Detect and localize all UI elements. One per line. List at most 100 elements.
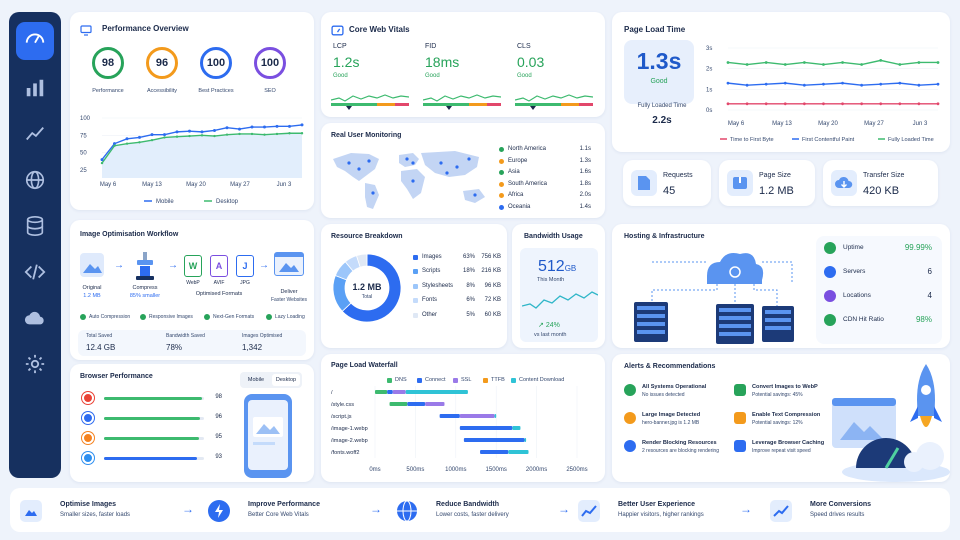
legend-swatch — [413, 298, 418, 304]
waterfall-file: /style.css — [331, 402, 354, 408]
alert-title: Large Image Detected — [642, 412, 701, 418]
browser-title: Browser Performance — [80, 373, 153, 380]
monitor-icon — [80, 23, 92, 41]
desktop-point — [238, 132, 241, 136]
sidebar-item-database[interactable] — [21, 214, 49, 242]
host-label: CDN Hit Ratio — [843, 316, 884, 323]
stat-label: Requests — [663, 172, 693, 179]
location-icon — [824, 290, 836, 302]
tab-mobile[interactable]: Mobile — [247, 377, 265, 383]
desktop-point — [225, 133, 229, 136]
mobile-point — [225, 126, 229, 130]
x-tick-label: 1000ms — [445, 467, 466, 473]
waterfall-segment — [512, 426, 521, 430]
legend-swatch — [413, 312, 418, 318]
trend-icon — [24, 123, 46, 150]
region-value: 2.0s — [579, 192, 591, 199]
host-value: 6 — [927, 267, 932, 276]
sidebar-item-global[interactable] — [21, 168, 49, 196]
score-ring: 100 — [254, 47, 286, 79]
x-tick-label: May 13 — [142, 182, 162, 188]
res-center: 1.2 MB — [352, 282, 382, 292]
legend-label: DNS — [395, 377, 407, 383]
bar-track — [104, 417, 204, 420]
desktop-point — [175, 135, 179, 138]
bar-fill — [104, 437, 199, 440]
region-dot — [499, 193, 504, 199]
sidebar-item-settings[interactable] — [21, 352, 49, 380]
plt-point — [726, 102, 730, 106]
plt-point — [917, 83, 921, 87]
plt-point — [898, 102, 902, 106]
plt-title: Page Load Time — [624, 25, 686, 34]
plt-highlight: 1.3s Good — [624, 40, 694, 104]
check-icon — [204, 314, 210, 320]
sidebar-item-code[interactable] — [21, 260, 49, 288]
resource-size: 96 KB — [484, 282, 501, 289]
benefit-desc: Smaller sizes, faster loads — [60, 512, 131, 518]
format-label: WebP — [186, 280, 200, 286]
resource-name: Fonts — [422, 297, 438, 304]
sidebar-item-speed[interactable] — [16, 22, 54, 60]
region-name: South America — [508, 180, 548, 187]
legend-swatch — [483, 378, 488, 383]
mobile-point — [288, 124, 291, 128]
plt-chart: 3s 2s 1s 0s May 6 May 13 May 20 May 27 Jun 3 Time… — [706, 46, 940, 143]
tab-desktop[interactable]: Desktop — [272, 374, 300, 386]
benefit-desc: Lower costs, faster delivery — [436, 512, 509, 518]
benefit-desc: Speed drives results — [810, 512, 865, 518]
desktop-point — [213, 134, 216, 138]
desktop-point — [163, 136, 166, 139]
mobile-point — [275, 124, 279, 128]
waterfall-file: /image-1.webp — [331, 426, 368, 432]
region-value: 1.4s — [579, 204, 591, 210]
check-icon — [140, 314, 146, 320]
cdn-icon — [824, 314, 836, 326]
benefits-bar: Optimise Images Smaller sizes, faster loa… — [10, 488, 950, 532]
resource-name: Stylesheets — [422, 282, 454, 289]
compress-icon — [734, 412, 746, 424]
desktop-area — [102, 133, 302, 178]
alert-title: Leverage Browser Caching — [752, 440, 825, 446]
desktop-point — [250, 132, 254, 136]
mobile-point — [100, 158, 104, 162]
desktop-point — [288, 132, 291, 135]
waterfall-segment — [425, 402, 445, 406]
info-icon — [624, 440, 636, 452]
sidebar-item-cloud[interactable] — [21, 306, 49, 334]
y-tick-label: 0s — [706, 108, 712, 114]
performance-overview-card: Performance Overview 100 75 50 25 May 6 May 1… — [70, 12, 314, 210]
arrow-right-icon: → — [182, 502, 194, 516]
score-ring: 98 — [92, 47, 124, 79]
host-label: Servers — [843, 268, 866, 275]
score-label: Accessibility — [147, 88, 177, 94]
host-label: Locations — [843, 292, 871, 299]
waterfall-segment — [459, 414, 495, 418]
sidebar-item-analytics[interactable] — [21, 76, 49, 104]
performance-title: Performance Overview — [102, 24, 189, 33]
waterfall-segment — [480, 450, 509, 454]
alert-title: All Systems Operational — [642, 384, 707, 390]
mobile-point — [213, 128, 216, 132]
sidebar-item-trends[interactable] — [21, 122, 49, 150]
alerts-card: Alerts & Recommendations All Systems Ope… — [612, 354, 950, 482]
page-load-time-card: Page Load Time 1.3s Good Fully Loaded Ti… — [612, 12, 950, 152]
mobile-point — [175, 130, 179, 134]
region-name: Africa — [508, 192, 524, 199]
bandwidth-card: Bandwidth Usage 512GB This Month ↗ 24% v… — [512, 224, 605, 348]
legend-label: Desktop — [216, 199, 239, 205]
desktop-point — [200, 134, 204, 137]
desktop-point — [275, 132, 279, 136]
desktop-point — [113, 144, 116, 147]
edge-icon — [82, 412, 94, 424]
alerts-title: Alerts & Recommendations — [624, 363, 716, 370]
plt-point — [783, 63, 787, 66]
y-tick-label: 100 — [80, 116, 91, 122]
x-tick-label: 500ms — [406, 467, 424, 473]
mobile-point — [238, 127, 241, 131]
donut-slice — [355, 253, 368, 268]
alert-desc: Potential savings: 45% — [752, 392, 803, 398]
x-tick-label: 1500ms — [486, 467, 507, 473]
waterfall-segment — [459, 426, 513, 430]
mobile-point — [138, 135, 141, 139]
